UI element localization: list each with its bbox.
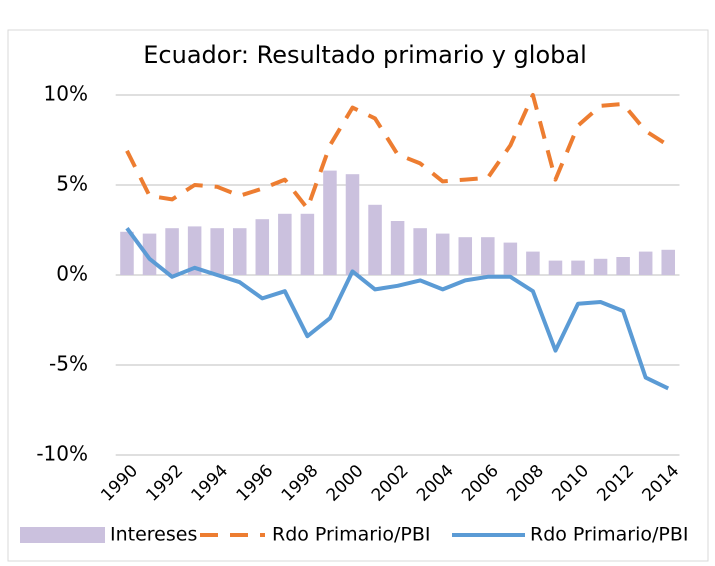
bar bbox=[300, 213, 315, 275]
bar bbox=[232, 228, 247, 275]
y-tick-label: 5% bbox=[56, 172, 88, 196]
bar bbox=[413, 228, 427, 275]
legend-swatch bbox=[20, 527, 105, 543]
y-tick-label: -5% bbox=[49, 352, 88, 376]
y-tick-label: -10% bbox=[36, 442, 88, 466]
bar bbox=[435, 233, 450, 275]
bar bbox=[593, 258, 608, 275]
line bbox=[125, 93, 670, 211]
bar bbox=[390, 221, 405, 275]
bar bbox=[142, 233, 157, 275]
bar bbox=[165, 228, 179, 275]
bar bbox=[481, 237, 495, 275]
chart-title: Ecuador: Resultado primario y global bbox=[143, 41, 587, 69]
bar bbox=[278, 213, 292, 275]
legend-label: Rdo Primario/PBI bbox=[272, 524, 431, 546]
bar bbox=[526, 251, 540, 275]
bar bbox=[638, 251, 653, 275]
bar bbox=[345, 174, 360, 275]
bar bbox=[571, 260, 585, 275]
bar bbox=[548, 260, 563, 275]
bar bbox=[661, 249, 675, 275]
bar bbox=[120, 231, 134, 275]
bar bbox=[458, 237, 473, 275]
bar bbox=[187, 226, 202, 275]
chart-frame bbox=[7, 29, 709, 562]
bar bbox=[210, 228, 224, 275]
bar bbox=[616, 257, 630, 275]
y-tick-label: 10% bbox=[44, 82, 88, 106]
bar bbox=[368, 204, 382, 275]
bar bbox=[503, 242, 518, 275]
legend-label: Rdo Primario/PBI bbox=[530, 524, 689, 546]
legend-label: Intereses bbox=[110, 524, 197, 546]
y-tick-label: 0% bbox=[56, 262, 88, 286]
bar bbox=[323, 170, 337, 275]
line bbox=[125, 227, 670, 391]
bar bbox=[255, 219, 270, 275]
